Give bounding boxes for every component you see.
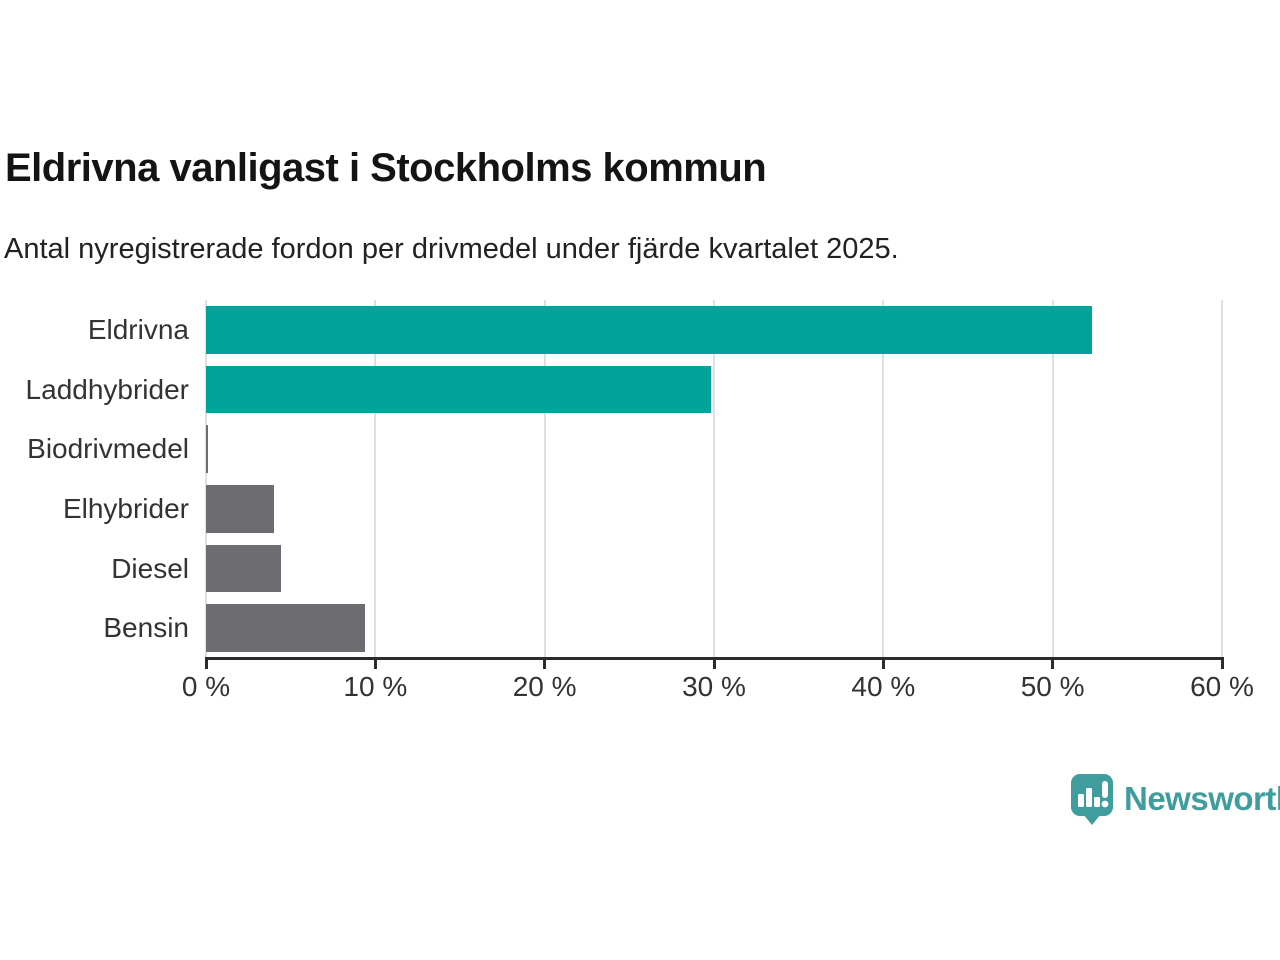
newsworthy-logo-text: Newsworthy [1124, 780, 1280, 817]
x-axis-tick-label-40: 40 % [851, 671, 916, 702]
chart-title: Eldrivna vanligast i Stockholms kommun [5, 146, 767, 190]
bar-laddhybrider [206, 365, 711, 414]
x-axis-tick-label-20: 20 % [512, 671, 577, 702]
x-axis-tick-label-10: 10 % [343, 671, 408, 702]
x-axis-tick-label-0: 0 % [181, 671, 231, 702]
x-axis-tick-20 [543, 657, 547, 669]
bar-eldrivna [206, 306, 1092, 354]
x-axis-tick-60 [1220, 657, 1224, 669]
gridline-50-percent [1051, 300, 1054, 658]
chart-subtitle: Antal nyregistrerade fordon per drivmede… [4, 233, 899, 265]
category-label-biodrivmedel: Biodrivmedel [27, 433, 189, 465]
gridline-60-percent [1221, 300, 1223, 658]
bar-bensin [206, 604, 366, 652]
category-label-eldrivna: Eldrivna [87, 313, 189, 345]
x-axis-tick-50 [1051, 657, 1055, 669]
gridline-30-percent [713, 300, 715, 658]
bar-biodrivmedel [206, 425, 208, 473]
category-label-laddhybrider: Laddhybrider [25, 373, 189, 405]
category-label-diesel: Diesel [111, 552, 189, 584]
x-axis-tick-0 [204, 657, 208, 669]
x-axis-tick-30 [712, 657, 716, 669]
newsworthy-brand: Newsworthy [1070, 772, 1280, 826]
category-label-bensin: Bensin [103, 612, 189, 644]
bar-diesel [206, 544, 281, 593]
gridline-40-percent [882, 300, 885, 658]
x-axis-tick-label-50: 50 % [1020, 671, 1085, 702]
x-axis-tick-label-30: 30 % [682, 671, 746, 702]
x-axis-tick-40 [881, 657, 885, 669]
newsworthy-logo-icon [1071, 774, 1113, 825]
bar-elhybrider [206, 485, 274, 533]
category-label-elhybrider: Elhybrider [62, 492, 189, 524]
gridline-0-percent [205, 300, 207, 658]
x-axis-tick-label-60: 60 % [1190, 671, 1254, 702]
gridline-20-percent [543, 300, 546, 658]
gridline-10-percent [374, 300, 377, 658]
x-axis-tick-10 [373, 657, 377, 669]
